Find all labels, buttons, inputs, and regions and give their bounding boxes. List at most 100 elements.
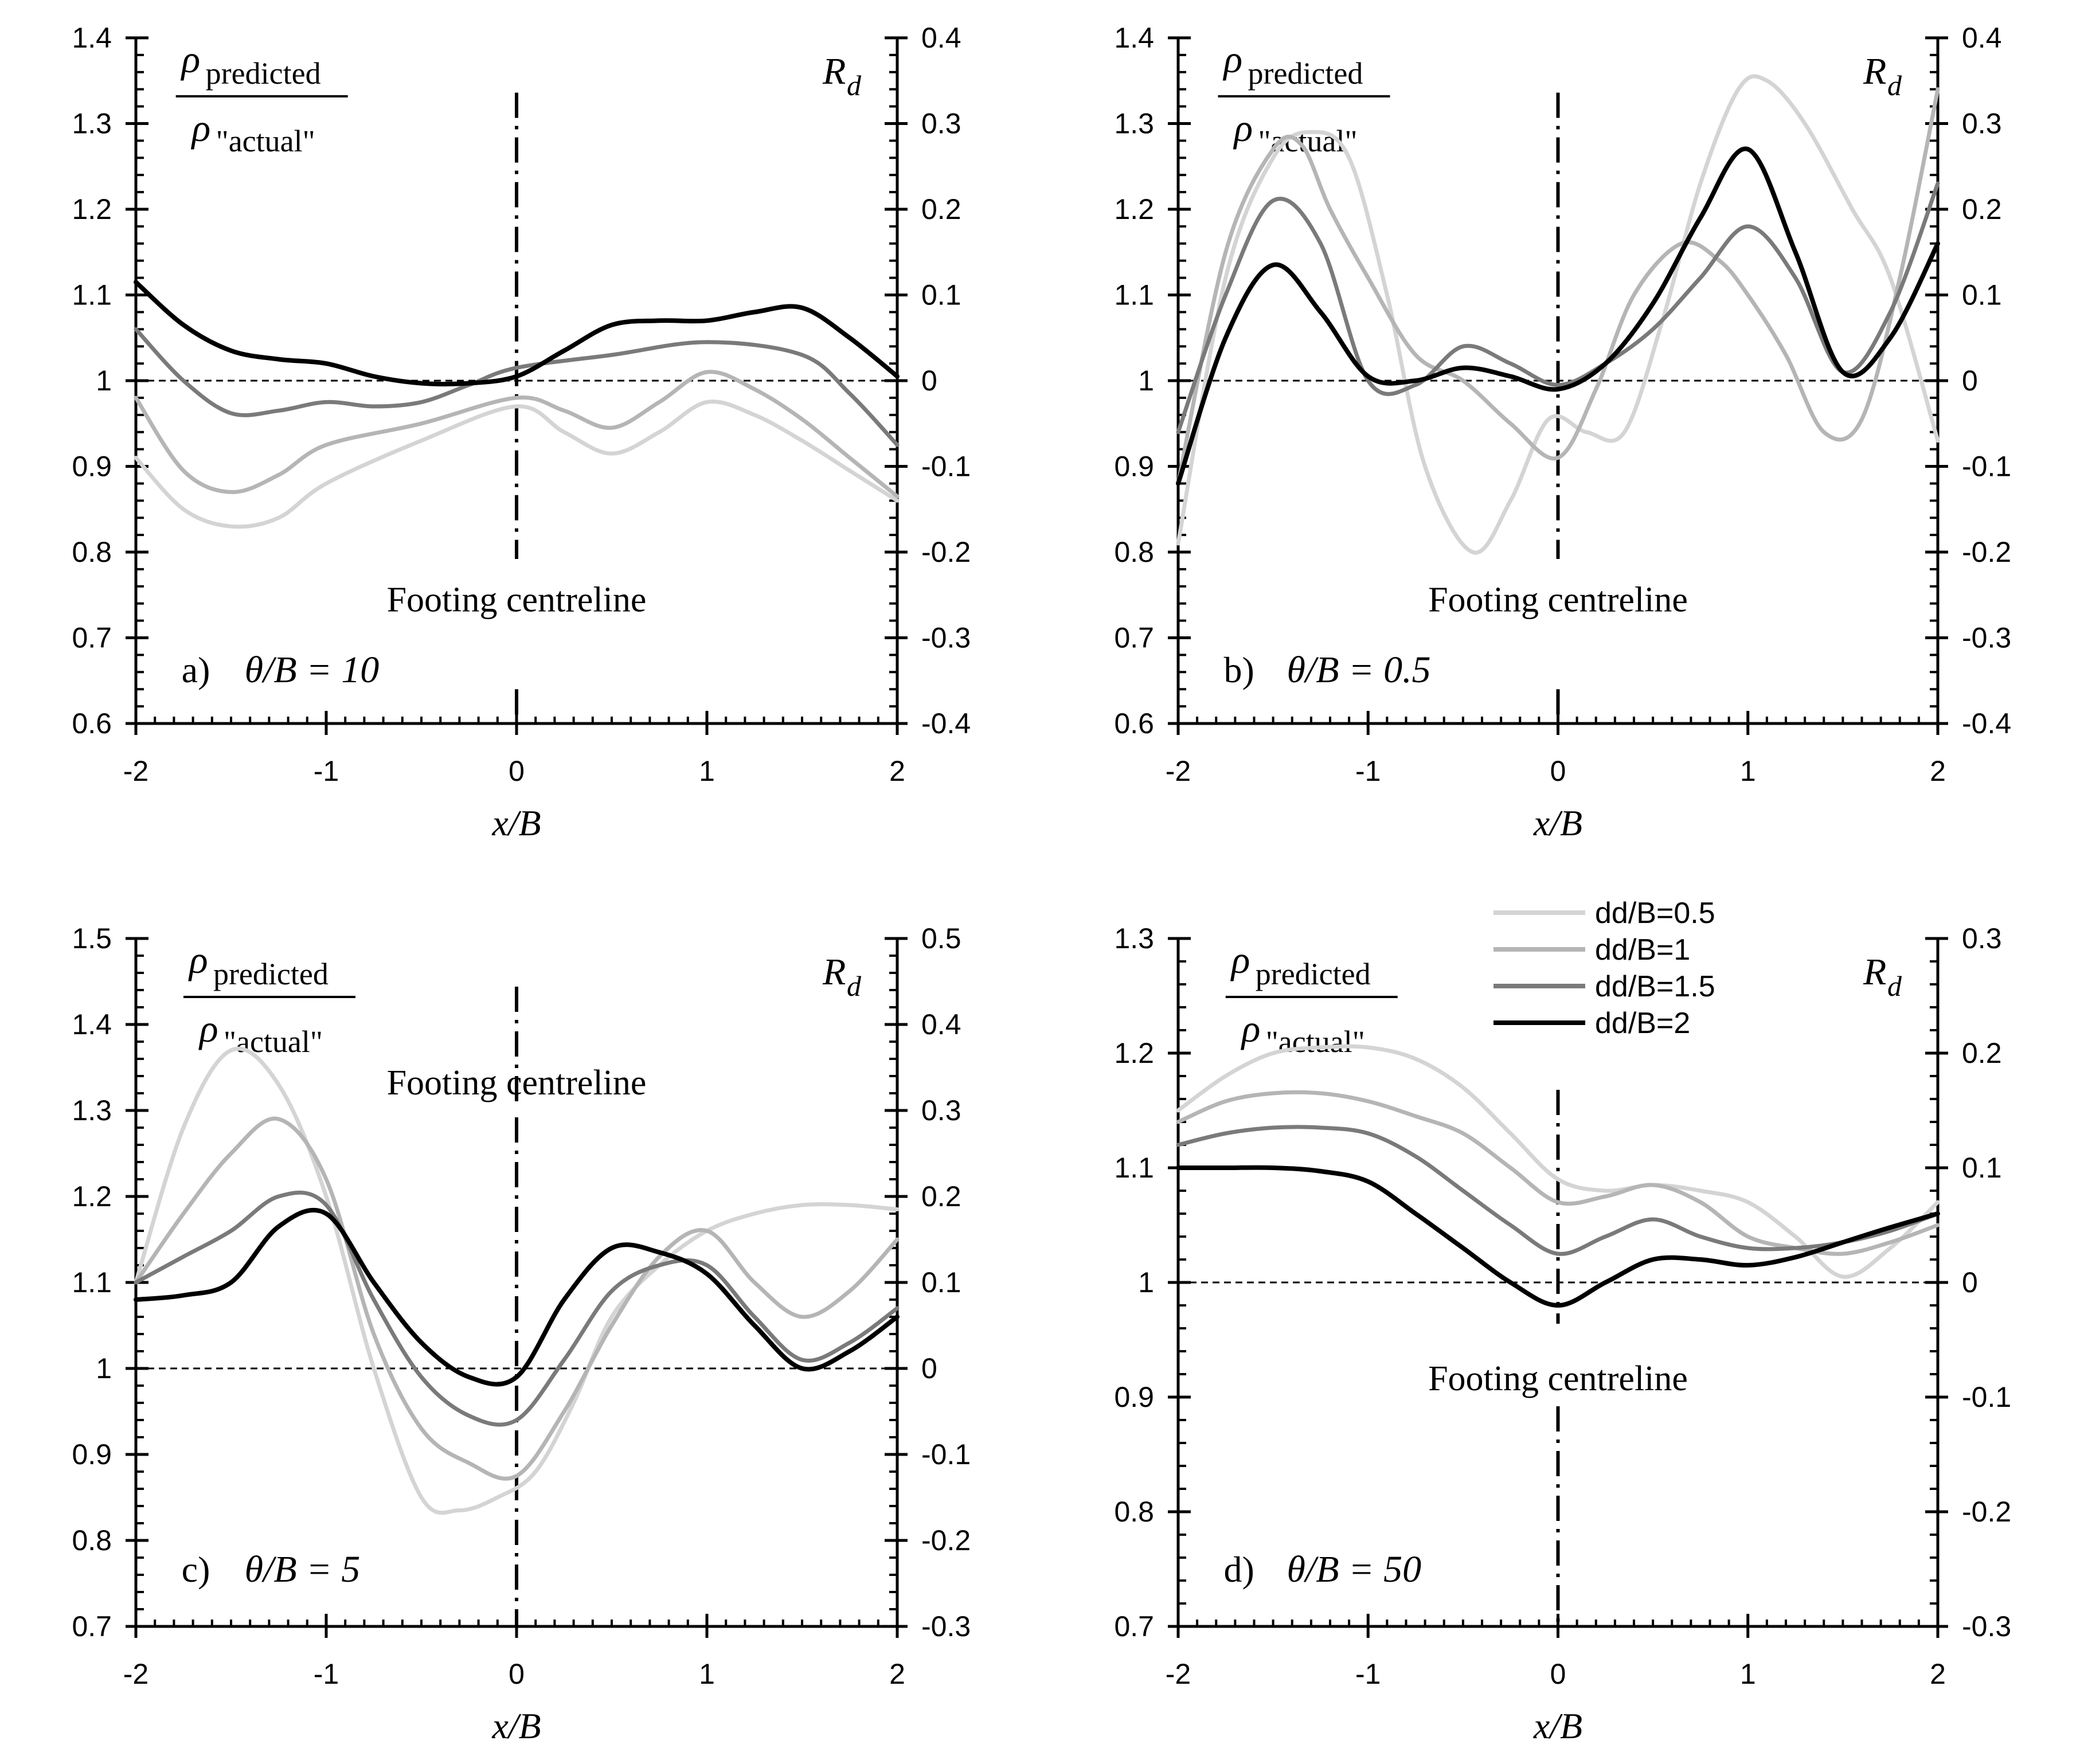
chart-panel-3: 0.7 0.8 0.9 1 1.1 1.2 1.3 1.4 1.5 -0.3 -0.2 -0.1 0 0.… [72, 922, 971, 1746]
param-label: θ/B = 0.5 [1287, 649, 1431, 691]
param-label: θ/B = 50 [1287, 1548, 1422, 1590]
y-tick-label-right: 0.3 [1962, 108, 2002, 140]
x-axis-label: x/B [491, 1706, 541, 1746]
y-tick-label-right: -0.2 [1962, 536, 2011, 568]
rho-denominator: ρ [1241, 1007, 1261, 1050]
series-group [1176, 1044, 1940, 1308]
series-line-dd-b-1-5 [134, 327, 900, 447]
y-tick-label-left: 1.3 [1114, 108, 1154, 140]
y-tick-label-left: 0.9 [1114, 451, 1154, 483]
series-line-dd-b-0-5 [134, 400, 900, 529]
y-tick-label-left: 1.4 [1114, 22, 1154, 54]
series-group [1176, 74, 1940, 555]
rd-subscript: d [1887, 69, 1902, 101]
y-tick-label-left: 1 [96, 365, 112, 397]
y-tick-label-right: 0.3 [921, 108, 961, 140]
y-tick-label-left: 0.8 [72, 536, 112, 568]
x-tick-label: 0 [1550, 755, 1566, 787]
series-line-dd-b-2 [1176, 146, 1940, 486]
panel-label: b) [1224, 650, 1254, 690]
y-tick-label-left: 1 [1138, 1266, 1154, 1298]
rho-numerator: ρ [1223, 37, 1243, 81]
y-tick-label-left: 1 [96, 1352, 112, 1384]
rho-denominator-sub: "actual" [224, 1024, 323, 1059]
y-tick-label-right: 0.4 [921, 22, 961, 54]
series-group [134, 1046, 900, 1515]
x-axis-label: x/B [491, 803, 541, 843]
y-tick-label-left: 1.1 [72, 279, 112, 311]
rho-numerator: ρ [181, 37, 201, 81]
centreline-label: Footing centreline [1428, 581, 1688, 620]
x-tick-label: -1 [314, 755, 339, 787]
y-tick-label-right: -0.3 [1962, 622, 2011, 654]
legend-label: dd/B=1 [1595, 933, 1690, 967]
chart-panel-4: 0.7 0.8 0.9 1 1.1 1.2 1.3 -0.3 -0.2 -0.1 0 0.1 0.2 0.… [1114, 922, 2011, 1746]
x-tick-label: 1 [1740, 1658, 1756, 1690]
rho-numerator-sub: predicted [1256, 957, 1371, 991]
y-tick-label-right: 0.2 [1962, 1037, 2002, 1069]
y-tick-label-left: 0.7 [72, 622, 112, 654]
series-line-dd-b-0-5 [134, 1046, 900, 1515]
series-line-dd-b-1 [1176, 87, 1940, 486]
x-tick-label: -1 [1355, 1658, 1381, 1690]
x-tick-label: 2 [1930, 1658, 1946, 1690]
x-tick-label: 1 [1740, 755, 1756, 787]
y-tick-label-right: 0 [1962, 1266, 1978, 1298]
x-tick-label: 2 [1930, 755, 1946, 787]
rho-denominator-sub: "actual" [1266, 1024, 1365, 1059]
rd-subscript: d [847, 970, 862, 1002]
y-tick-label-right: -0.3 [1962, 1610, 2011, 1642]
rho-numerator-sub: predicted [206, 56, 321, 91]
series-line-dd-b-2 [134, 280, 900, 386]
y-tick-label-right: -0.2 [921, 1524, 971, 1556]
y-tick-label-right: 0.4 [1962, 22, 2002, 54]
series-line-dd-b-1 [134, 1116, 900, 1481]
series-line-dd-b-1-5 [1176, 181, 1940, 435]
panel-label: c) [182, 1549, 210, 1590]
series-line-dd-b-1 [134, 370, 900, 499]
y-tick-label-right: 0.1 [1962, 279, 2002, 311]
series-line-dd-b-1-5 [1176, 1125, 1940, 1256]
x-tick-label: -1 [314, 1658, 339, 1690]
x-tick-label: 2 [889, 1658, 905, 1690]
y-tick-label-right: 0.4 [921, 1008, 961, 1041]
x-tick-label: -2 [123, 755, 148, 787]
y-tick-label-left: 0.7 [72, 1610, 112, 1642]
rho-denominator-sub: "actual" [216, 124, 315, 158]
y-tick-label-right: -0.1 [921, 1438, 971, 1470]
y-tick-label-left: 1.4 [72, 22, 112, 54]
y-tick-label-right: -0.1 [921, 451, 971, 483]
y-tick-label-left: 1.2 [1114, 193, 1154, 225]
param-label: θ/B = 10 [245, 649, 380, 691]
y-tick-label-right: 0.2 [921, 193, 961, 225]
y-tick-label-left: 1.4 [72, 1008, 112, 1041]
x-axis-label: x/B [1533, 803, 1582, 843]
panel-label: a) [182, 650, 210, 690]
rho-numerator-sub: predicted [1248, 56, 1363, 91]
y-tick-label-left: 1 [1138, 365, 1154, 397]
x-tick-label: 1 [699, 755, 715, 787]
legend-label: dd/B=1.5 [1595, 970, 1715, 1003]
series-line-dd-b-0-5 [1176, 74, 1940, 555]
y-tick-label-left: 1.3 [1114, 922, 1154, 955]
rho-denominator: ρ [1233, 106, 1253, 150]
y-tick-label-right: 0.5 [921, 922, 961, 955]
x-tick-label: 0 [1550, 1658, 1566, 1690]
legend-label: dd/B=2 [1595, 1007, 1690, 1040]
y-tick-label-left: 1.3 [72, 1094, 112, 1127]
y-tick-label-right: 0 [921, 365, 937, 397]
x-tick-label: 2 [889, 755, 905, 787]
y-tick-label-right: 0 [921, 1352, 937, 1384]
x-tick-label: -2 [1166, 755, 1191, 787]
y-tick-label-right: 0 [1962, 365, 1978, 397]
chart-panel-1: 0.6 0.7 0.8 0.9 1 1.1 1.2 1.3 1.4 -0.4 -0.3 -0.2 -0.… [72, 22, 971, 843]
x-tick-label: -2 [1166, 1658, 1191, 1690]
series-line-dd-b-2 [134, 1207, 900, 1387]
rd-subscript: d [1887, 970, 1902, 1002]
